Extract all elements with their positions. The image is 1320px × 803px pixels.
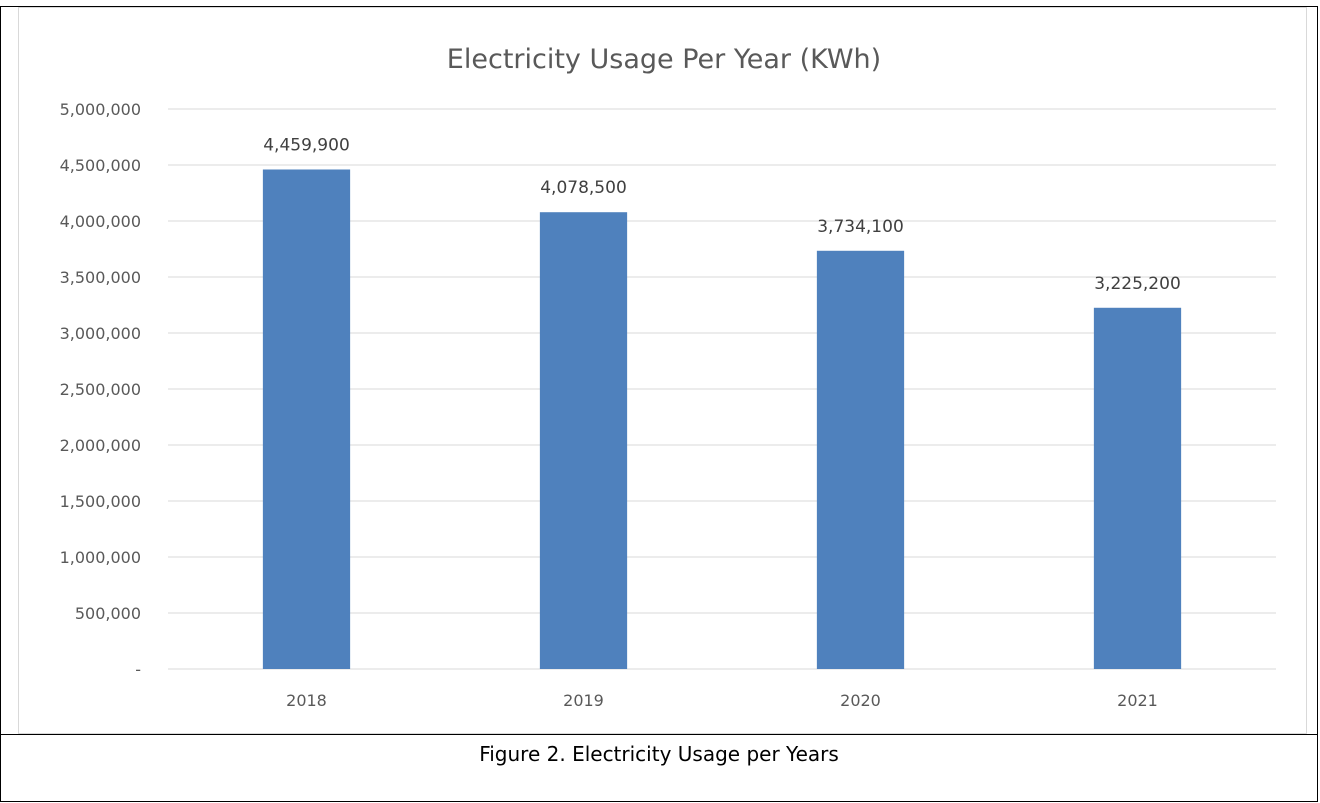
y-tick-label: 4,500,000 — [60, 156, 141, 175]
caption-divider — [0, 734, 1318, 735]
y-tick-label: 3,500,000 — [60, 268, 141, 287]
bar-2020 — [816, 250, 905, 669]
x-axis-tick-labels: 2018 2019 2020 2021 — [286, 691, 1158, 710]
bars — [262, 169, 1182, 669]
data-labels: 4,459,900 4,078,500 3,734,100 3,225,200 — [263, 135, 1181, 293]
bar-2021 — [1093, 307, 1182, 669]
y-tick-label: 3,000,000 — [60, 324, 141, 343]
y-tick-label: - — [135, 660, 141, 679]
data-label-2020: 3,734,100 — [817, 217, 904, 237]
y-axis-tick-labels: - 500,000 1,000,000 1,500,000 2,000,000 2,500… — [60, 100, 141, 679]
bar-2019 — [539, 212, 628, 669]
data-label-2019: 4,078,500 — [540, 178, 627, 198]
x-tick-label-2021: 2021 — [1117, 691, 1158, 710]
data-label-2021: 3,225,200 — [1094, 274, 1181, 294]
bar-2018 — [262, 169, 351, 669]
y-tick-label: 2,500,000 — [60, 380, 141, 399]
y-tick-label: 1,000,000 — [60, 548, 141, 567]
y-tick-label: 4,000,000 — [60, 212, 141, 231]
y-tick-label: 2,000,000 — [60, 436, 141, 455]
figure-frame — [0, 6, 1318, 802]
gridlines — [168, 108, 1276, 670]
x-tick-label-2020: 2020 — [840, 691, 881, 710]
figure-caption: Figure 2. Electricity Usage per Years — [479, 742, 839, 766]
x-tick-label-2019: 2019 — [563, 691, 604, 710]
data-label-2018: 4,459,900 — [263, 135, 350, 155]
y-tick-label: 5,000,000 — [60, 100, 141, 119]
chart-title: Electricity Usage Per Year (KWh) — [447, 44, 881, 75]
x-tick-label-2018: 2018 — [286, 691, 327, 710]
bar-chart: Electricity Usage Per Year (KWh) - 500,00… — [60, 44, 1276, 710]
y-tick-label: 1,500,000 — [60, 492, 141, 511]
y-tick-label: 500,000 — [75, 604, 141, 623]
